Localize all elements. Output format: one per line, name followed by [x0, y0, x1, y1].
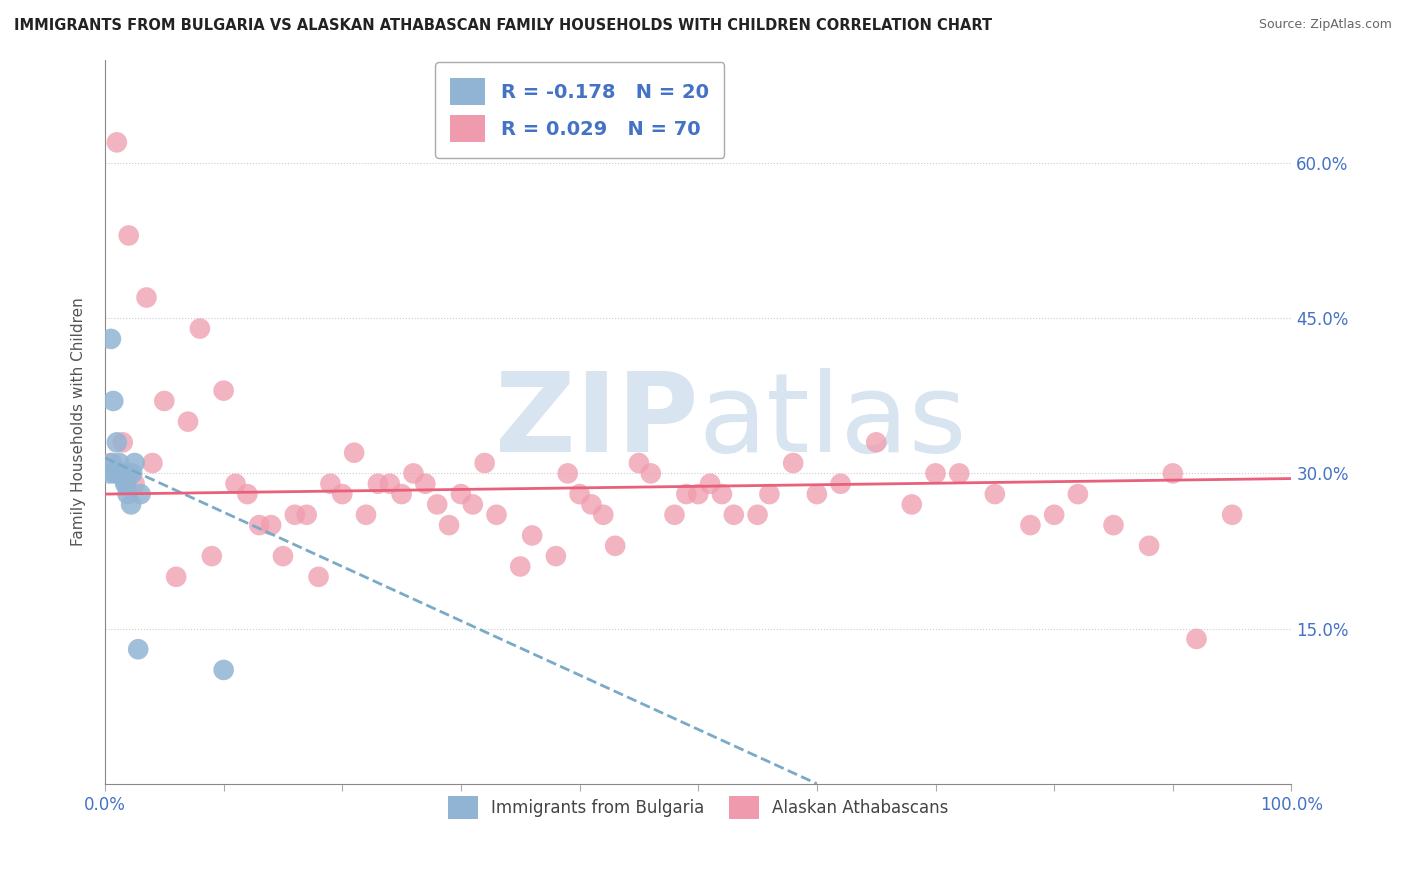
- Point: [699, 476, 721, 491]
- Point: [111, 435, 134, 450]
- Point: [391, 487, 413, 501]
- Point: [135, 291, 157, 305]
- Point: [354, 508, 377, 522]
- Point: [378, 476, 401, 491]
- Point: [474, 456, 496, 470]
- Point: [544, 549, 567, 563]
- Point: [260, 518, 283, 533]
- Point: [367, 476, 389, 491]
- Point: [664, 508, 686, 522]
- Point: [111, 467, 134, 481]
- Point: [710, 487, 733, 501]
- Point: [110, 467, 132, 481]
- Point: [127, 642, 149, 657]
- Point: [105, 435, 128, 450]
- Text: Source: ZipAtlas.com: Source: ZipAtlas.com: [1258, 18, 1392, 31]
- Point: [581, 497, 603, 511]
- Point: [100, 456, 122, 470]
- Point: [330, 487, 353, 501]
- Point: [295, 508, 318, 522]
- Point: [592, 508, 614, 522]
- Point: [1102, 518, 1125, 533]
- Point: [402, 467, 425, 481]
- Point: [103, 467, 125, 481]
- Point: [806, 487, 828, 501]
- Point: [948, 467, 970, 481]
- Point: [121, 467, 143, 481]
- Point: [212, 384, 235, 398]
- Point: [688, 487, 710, 501]
- Point: [118, 467, 141, 481]
- Point: [640, 467, 662, 481]
- Point: [120, 497, 142, 511]
- Point: [124, 476, 146, 491]
- Point: [153, 394, 176, 409]
- Point: [100, 332, 122, 346]
- Point: [450, 487, 472, 501]
- Legend: Immigrants from Bulgaria, Alaskan Athabascans: Immigrants from Bulgaria, Alaskan Athaba…: [441, 789, 956, 826]
- Point: [747, 508, 769, 522]
- Point: [1067, 487, 1090, 501]
- Point: [141, 456, 163, 470]
- Point: [1185, 632, 1208, 646]
- Point: [437, 518, 460, 533]
- Point: [107, 467, 129, 481]
- Point: [103, 394, 125, 409]
- Point: [271, 549, 294, 563]
- Point: [924, 467, 946, 481]
- Point: [201, 549, 224, 563]
- Point: [212, 663, 235, 677]
- Point: [108, 456, 131, 470]
- Point: [461, 497, 484, 511]
- Point: [105, 136, 128, 150]
- Point: [98, 467, 121, 481]
- Point: [124, 456, 146, 470]
- Point: [1137, 539, 1160, 553]
- Point: [900, 497, 922, 511]
- Point: [308, 570, 330, 584]
- Point: [165, 570, 187, 584]
- Point: [236, 487, 259, 501]
- Point: [1019, 518, 1042, 533]
- Point: [675, 487, 697, 501]
- Y-axis label: Family Households with Children: Family Households with Children: [72, 297, 86, 546]
- Point: [117, 487, 139, 501]
- Point: [1043, 508, 1066, 522]
- Text: ZIP: ZIP: [495, 368, 699, 475]
- Text: atlas: atlas: [699, 368, 967, 475]
- Point: [343, 446, 366, 460]
- Point: [557, 467, 579, 481]
- Point: [758, 487, 780, 501]
- Point: [319, 476, 342, 491]
- Point: [426, 497, 449, 511]
- Point: [101, 456, 124, 470]
- Point: [129, 487, 152, 501]
- Point: [485, 508, 508, 522]
- Point: [723, 508, 745, 522]
- Point: [177, 415, 200, 429]
- Point: [830, 476, 852, 491]
- Point: [627, 456, 650, 470]
- Point: [1220, 508, 1243, 522]
- Text: IMMIGRANTS FROM BULGARIA VS ALASKAN ATHABASCAN FAMILY HOUSEHOLDS WITH CHILDREN C: IMMIGRANTS FROM BULGARIA VS ALASKAN ATHA…: [14, 18, 993, 33]
- Point: [188, 321, 211, 335]
- Point: [509, 559, 531, 574]
- Point: [865, 435, 887, 450]
- Point: [568, 487, 591, 501]
- Point: [115, 476, 138, 491]
- Point: [114, 476, 136, 491]
- Point: [1161, 467, 1184, 481]
- Point: [118, 228, 141, 243]
- Point: [247, 518, 270, 533]
- Point: [984, 487, 1007, 501]
- Point: [520, 528, 543, 542]
- Point: [415, 476, 437, 491]
- Point: [224, 476, 246, 491]
- Point: [605, 539, 627, 553]
- Point: [284, 508, 307, 522]
- Point: [782, 456, 804, 470]
